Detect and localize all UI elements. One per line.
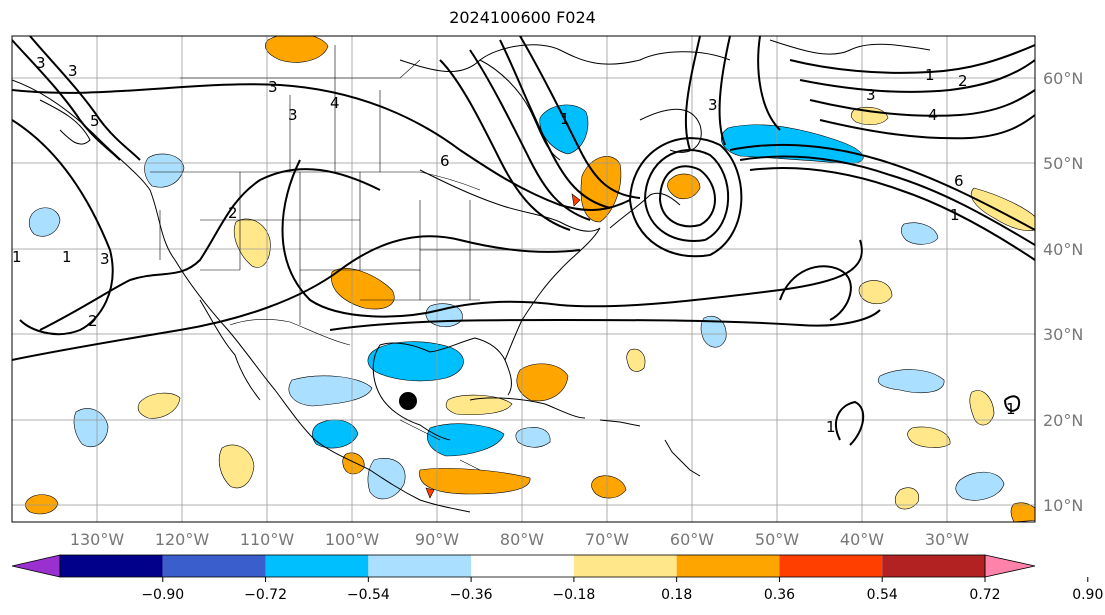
lat-label: 50°N [1043, 154, 1083, 173]
lat-label: 20°N [1043, 411, 1083, 430]
contour-label: 4 [928, 106, 938, 124]
contour-label: 1 [925, 66, 935, 84]
colorbar-segment [265, 555, 369, 577]
contour-label: 3 [36, 54, 46, 72]
contour-labels: 3 3 4 6 2 1 3 2 1 1 3 1 2 3 4 6 1 1 1 3 … [12, 54, 1016, 436]
contour-label: 1 [826, 418, 836, 436]
lon-label: 80°W [500, 530, 544, 549]
contour-label: 2 [88, 312, 98, 330]
lon-label: 70°W [585, 530, 629, 549]
lat-label: 40°N [1043, 240, 1083, 259]
lon-label: 40°W [840, 530, 884, 549]
contour-label: 3 [708, 96, 718, 114]
colorbar-segment [573, 555, 677, 577]
colorbar: −0.90 −0.72 −0.54 −0.36 −0.18 0.18 0.36 0.54 0.7… [11, 554, 1103, 603]
map-frame [11, 35, 1036, 523]
latitude-labels: 60°N 50°N 40°N 30°N 20°N 10°N [1043, 69, 1083, 515]
lon-label: 100°W [325, 530, 380, 549]
political-borders [150, 45, 520, 471]
lon-label: 120°W [155, 530, 210, 549]
colorbar-segment [60, 555, 163, 577]
lon-label: 30°W [925, 530, 969, 549]
contour-label: 3 [866, 86, 876, 104]
contour-label: 2 [958, 72, 968, 90]
colorbar-segment [368, 555, 472, 577]
colorbar-tick-label: 0.36 [764, 587, 795, 603]
lat-label: 60°N [1043, 69, 1083, 88]
contour-label: 6 [954, 172, 964, 190]
contour-lines [12, 36, 1035, 446]
contour-label: 1 [950, 206, 960, 224]
contour-label: 3 [100, 250, 110, 268]
contour-label: 1 [12, 248, 22, 266]
storm-center-marker [399, 392, 417, 410]
shaded-anomalies [28, 104, 1005, 501]
lon-label: 50°W [755, 530, 799, 549]
contour-label: 1 [1006, 400, 1016, 418]
colorbar-tick-label: −0.18 [552, 587, 595, 603]
shaded-positive-anomalies [25, 36, 1035, 522]
colorbar-segment [882, 555, 985, 577]
contour-label: 1 [560, 110, 570, 128]
map-area [12, 36, 1035, 522]
contour-label: 4 [330, 94, 340, 112]
lat-label: 30°N [1043, 325, 1083, 344]
contour-label: 5 [90, 112, 100, 130]
colorbar-extend-high [984, 554, 1036, 578]
lat-label: 10°N [1043, 496, 1083, 515]
colorbar-tick-label: −0.54 [347, 587, 390, 603]
colorbar-segment [676, 555, 780, 577]
contour-label: 3 [68, 62, 78, 80]
colorbar-tick-label: 0.54 [867, 587, 898, 603]
colorbar-outline [59, 554, 986, 578]
contour-label: 6 [440, 152, 450, 170]
lon-label: 110°W [240, 530, 295, 549]
lon-label: 90°W [415, 530, 459, 549]
lon-label: 60°W [670, 530, 714, 549]
colorbar-tick-label: −0.90 [141, 587, 184, 603]
colorbar-tick-label: 0.18 [661, 587, 692, 603]
contour-label: 3 [268, 78, 278, 96]
colorbar-tick-label: −0.72 [244, 587, 287, 603]
contour-label: 1 [62, 248, 72, 266]
contour-label: 3 [288, 106, 298, 124]
lon-label: 130°W [70, 530, 125, 549]
colorbar-segment [779, 555, 883, 577]
colorbar-tick-label: 0.90 [1072, 587, 1103, 603]
colorbar-tick-label: −0.36 [450, 587, 493, 603]
contour-label: 2 [228, 204, 238, 222]
map-title: 2024100600 F024 [449, 8, 596, 27]
colorbar-tick-label: 0.72 [969, 587, 1000, 603]
longitude-labels: 130°W 120°W 110°W 100°W 90°W 80°W 70°W 6… [70, 530, 969, 549]
colorbar-segment [162, 555, 266, 577]
colorbar-extend-low [11, 554, 61, 578]
colorbar-segment [471, 555, 574, 577]
